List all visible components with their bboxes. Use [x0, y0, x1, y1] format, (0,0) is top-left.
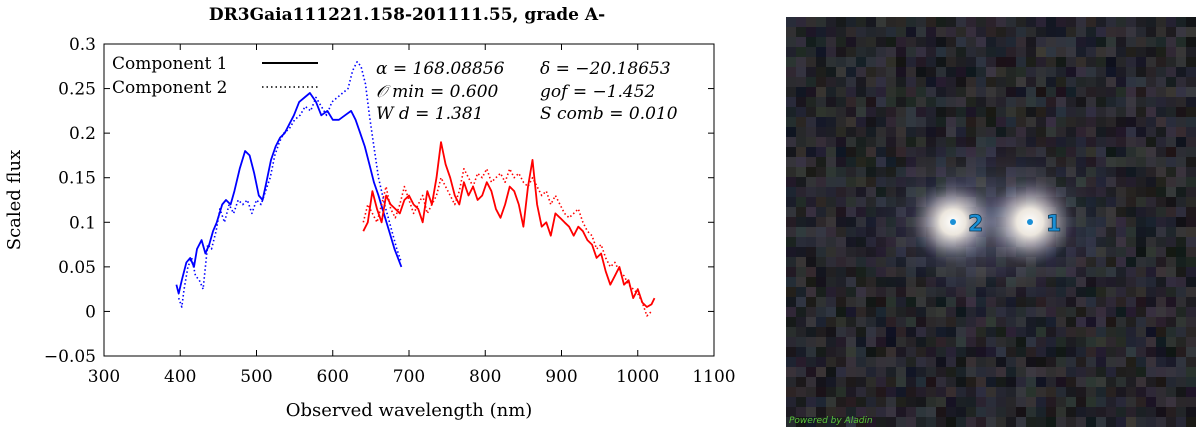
x-tick-label: 400: [164, 367, 196, 387]
sky-image: 2 1 Powered by Aladin: [786, 17, 1196, 427]
source-1-label: 1: [1046, 212, 1061, 237]
spectrum-chart: DR3Gaia111221.158-201111.55, grade A- −0…: [4, 5, 736, 421]
x-tick-label: 300: [88, 367, 120, 387]
y-tick-label: 0.05: [58, 258, 96, 278]
x-axis-label: Observed wavelength (nm): [286, 400, 533, 421]
x-tick-label: 1100: [692, 367, 735, 387]
annotation-gof: gof = −1.452: [540, 82, 655, 102]
fit-annotations: α = 168.08856 δ = −20.18653 𝒪 min = 0.60…: [376, 59, 678, 124]
source-2-label: 2: [968, 212, 983, 237]
legend-entry-component-1: Component 1: [112, 54, 228, 74]
y-tick-label: 0: [85, 302, 96, 322]
legend-entry-component-2: Component 2: [112, 78, 228, 98]
series-line-component-1-red: [362, 141, 656, 308]
x-axis-ticks: 300 400 500 600 700 800 900 1000 1100: [88, 44, 736, 387]
x-tick-label: 800: [469, 367, 501, 387]
y-tick-label: 0.25: [58, 80, 96, 100]
source-2-marker: [950, 219, 956, 225]
x-tick-label: 900: [545, 367, 577, 387]
series-line-component-2-blue: [177, 60, 403, 308]
x-tick-label: 500: [240, 367, 272, 387]
legend: Component 1 Component 2: [112, 54, 318, 98]
y-tick-label: 0.15: [58, 169, 96, 189]
y-axis-ticks: −0.05 0 0.05 0.1 0.15 0.2 0.25 0.3: [44, 35, 714, 367]
x-tick-label: 700: [393, 367, 425, 387]
series-layer: [175, 60, 656, 317]
x-tick-label: 1000: [616, 367, 659, 387]
chart-title: DR3Gaia111221.158-201111.55, grade A-: [209, 5, 605, 25]
y-axis-label: Scaled flux: [4, 150, 25, 251]
sky-image-panel: 2 1 Powered by Aladin: [786, 17, 1196, 427]
y-tick-label: 0.2: [69, 124, 96, 144]
annotation-scomb: S comb = 0.010: [540, 104, 678, 124]
aladin-credit: Powered by Aladin: [789, 416, 873, 426]
annotation-alpha: α = 168.08856: [376, 59, 505, 79]
series-line-component-1-blue: [175, 92, 403, 295]
y-tick-label: −0.05: [44, 347, 96, 367]
x-tick-label: 600: [317, 367, 349, 387]
annotation-omin: 𝒪 min = 0.600: [376, 82, 499, 102]
annotation-delta: δ = −20.18653: [540, 59, 671, 79]
series-line-component-2-red: [362, 168, 653, 317]
y-tick-label: 0.1: [69, 213, 96, 233]
y-tick-label: 0.3: [69, 35, 96, 55]
source-1-marker: [1027, 219, 1033, 225]
annotation-wd: W d = 1.381: [376, 104, 483, 124]
